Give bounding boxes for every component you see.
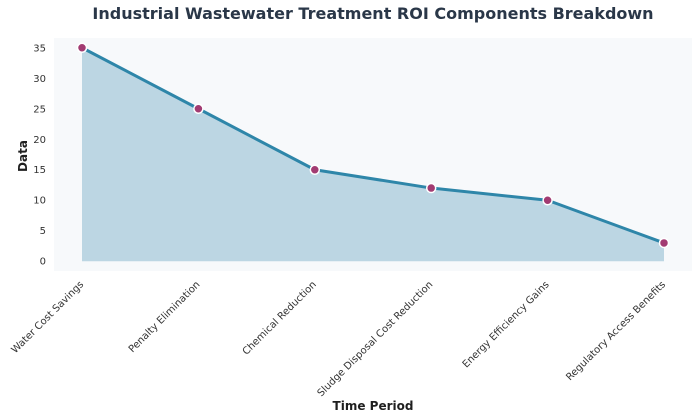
y-tick-label: 0 — [40, 257, 46, 268]
x-tick-label: Chemical Reduction — [241, 279, 319, 357]
y-tick-label: 15 — [33, 165, 46, 176]
y-tick-label: 5 — [40, 226, 46, 237]
data-markers — [76, 42, 670, 249]
y-axis-ticks: 0 5 10 15 20 25 30 35 — [33, 43, 46, 267]
x-tick-label: Regulatory Access Benefits — [564, 279, 668, 383]
data-point-2 — [193, 103, 204, 115]
data-point-4 — [425, 182, 437, 194]
data-point-5 — [542, 194, 553, 206]
data-point-3 — [309, 164, 321, 175]
area-fill — [82, 47, 664, 262]
x-axis-label: Time Period — [333, 399, 414, 413]
x-tick-label: Penalty Elimination — [127, 279, 203, 355]
y-tick-label: 10 — [33, 196, 46, 207]
y-tick-label: 20 — [33, 135, 46, 146]
x-tick-label: Sludge Disposal Cost Reduction — [316, 279, 436, 399]
data-point-1 — [76, 42, 88, 54]
x-axis-ticks: Water Cost Savings Penalty Elimination Che… — [10, 279, 669, 399]
y-axis-label: Data — [16, 140, 30, 172]
data-point-6 — [658, 237, 670, 249]
y-tick-label: 35 — [33, 43, 46, 54]
x-tick-label: Energy Efficiency Gains — [461, 279, 552, 370]
y-tick-label: 25 — [33, 104, 46, 115]
chart-title: Industrial Wastewater Treatment ROI Comp… — [92, 4, 653, 23]
y-tick-label: 30 — [33, 74, 46, 85]
series-line — [81, 46, 665, 245]
x-tick-label: Water Cost Savings — [10, 279, 87, 356]
